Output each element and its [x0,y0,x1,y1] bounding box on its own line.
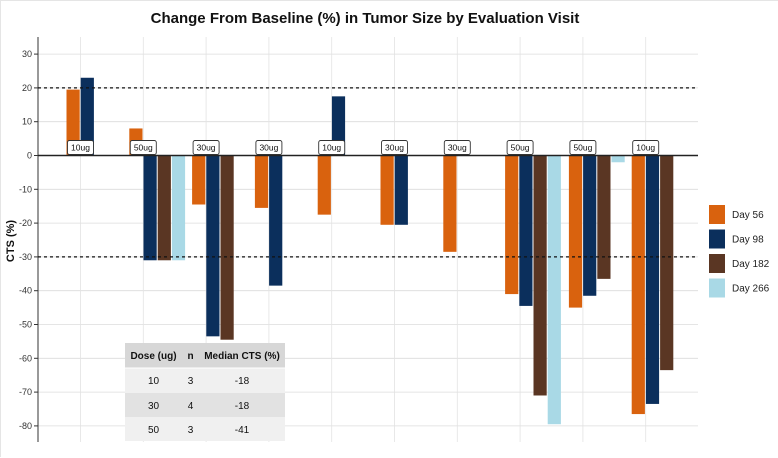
dose-label: 30ug [259,143,278,153]
table-cell: 3 [188,376,194,387]
chart-title: Change From Baseline (%) in Tumor Size b… [151,10,580,27]
dose-label: 30ug [197,143,216,153]
bar [443,155,457,252]
y-tick-label: -80 [19,421,32,431]
dose-label-box [318,140,346,155]
table-row-bg [125,368,285,393]
legend-swatch [709,205,725,224]
y-tick-label: 20 [22,83,32,93]
bar [583,155,597,296]
bar [611,155,625,163]
table-cell: 4 [188,401,194,412]
y-tick-label: -20 [19,218,32,228]
table-cell: -41 [235,425,250,436]
y-tick-label: 0 [27,151,32,161]
dose-label-box [632,140,660,155]
dose-label-box [129,140,157,155]
bar [171,155,186,261]
bar [220,155,234,340]
bar [568,155,583,308]
dose-label: 30ug [385,143,404,153]
y-tick-label: -40 [19,286,32,296]
table-cell: 50 [148,425,160,436]
dose-label-box [506,140,534,155]
bar [143,155,157,261]
y-tick-label: -30 [19,252,32,262]
table-cell: -18 [235,401,250,412]
table-header-cell: n [187,351,193,362]
y-tick-label: -60 [19,353,32,363]
bar [269,155,283,286]
bar [597,155,611,279]
table-row-bg [125,417,285,441]
dose-label: 10ug [322,143,341,153]
y-tick-label: -50 [19,320,32,330]
dose-label: 10ug [71,143,90,153]
dose-label: 50ug [511,143,530,153]
table-cell: 30 [148,401,160,412]
bar [254,155,269,208]
y-tick-label: 10 [22,117,32,127]
dose-label-box [67,140,94,155]
bar [394,155,408,225]
dose-label-box [569,140,597,155]
dose-label-box [443,140,471,155]
legend-label: Day 98 [732,235,764,246]
y-tick-label: -10 [19,184,32,194]
dose-label: 10ug [636,143,655,153]
table-cell: -18 [235,376,250,387]
legend: Day 56 Day 98 Day 182 Day 266 [709,205,770,298]
bar [660,155,674,371]
table-cell: 10 [148,376,160,387]
dose-label: 50ug [134,143,153,153]
bar [519,155,533,306]
y-tick-label: 30 [22,49,32,59]
table-cell: 3 [188,425,194,436]
legend-swatch [709,278,725,298]
y-axis-label: CTS (%) [5,220,17,263]
table-header-cell: Median CTS (%) [204,351,280,362]
legend-swatch [709,254,725,273]
table-row-bg [125,393,285,417]
dose-labels: 10ug 50ug 30ug 30ug 10ug 30ug 30ug 50ug 50ug 10ug [67,140,660,155]
y-axis: 30 20 10 0 -10 -20 -30 -40 -50 -60 -70 -80 [19,37,39,442]
legend-label: Day 182 [732,259,770,270]
y-tick-label: -70 [19,387,32,397]
bar [66,89,80,156]
summary-table: Dose (ug) n Median CTS (%) 10 3 -18 30 4 -18 50 3 -… [125,343,285,441]
dose-label: 30ug [448,143,467,153]
bar [380,155,394,225]
bar [645,155,660,404]
bar [505,155,519,295]
bar [192,155,206,205]
dose-label-box [255,140,283,155]
dose-label-box [381,140,408,155]
table-header-cell: Dose (ug) [130,351,176,362]
bar [80,77,94,156]
reference-lines [38,87,698,258]
table-header-bg [125,343,285,368]
bar [547,155,561,425]
bar [157,155,171,261]
dose-label: 50ug [573,143,592,153]
bar [533,155,547,396]
bar [206,155,220,337]
legend-swatch [709,229,725,249]
dose-label-box [192,140,220,155]
grid-lines [38,37,698,442]
legend-label: Day 266 [732,284,770,295]
bars [66,77,674,425]
bar [317,155,331,215]
bar [631,155,645,415]
legend-label: Day 56 [732,210,764,221]
